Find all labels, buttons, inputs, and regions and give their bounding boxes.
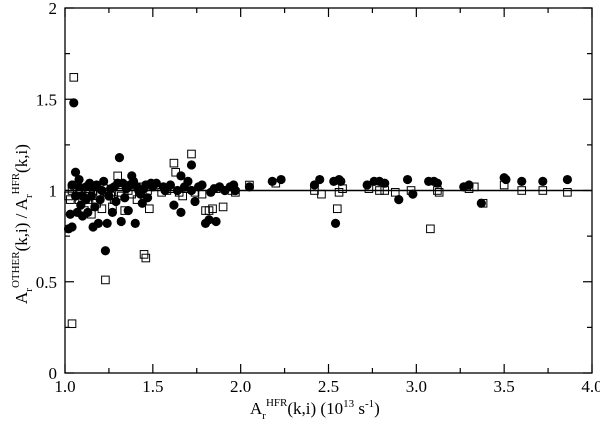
data-point-filled-circle [142, 193, 153, 203]
data-point-filled-circle [380, 178, 390, 188]
data-point-open-square [563, 188, 572, 197]
data-point-filled-circle [197, 180, 207, 190]
y-tick-label: 1 [49, 182, 58, 201]
data-point-open-square [208, 204, 217, 214]
data-point-filled-circle [70, 167, 81, 177]
plot-marks [63, 73, 573, 329]
data-point-open-square [83, 195, 93, 204]
data-point-filled-circle [100, 246, 111, 256]
data-point-open-square [178, 191, 187, 201]
x-tick-label: 2.5 [318, 377, 339, 396]
y-tick-label: 2 [49, 0, 58, 18]
data-point-open-square [145, 204, 154, 214]
data-point-filled-circle [211, 216, 221, 227]
x-tick-label: 3.5 [494, 377, 515, 396]
data-point-open-square [132, 195, 142, 204]
data-point-open-square [113, 171, 123, 181]
data-point-filled-circle [74, 174, 84, 185]
data-point-open-square [231, 188, 240, 197]
data-point-filled-circle [190, 196, 200, 207]
data-point-open-square [364, 184, 374, 193]
y-tick-label: 1.5 [36, 90, 57, 109]
x-axis-title: ArHFR(k,i) (1013 s-1) [250, 397, 380, 422]
data-point-filled-circle [562, 174, 573, 185]
data-point-open-square [157, 188, 166, 197]
data-point-filled-circle [107, 207, 118, 217]
data-point-open-square [426, 224, 435, 234]
data-point-open-square [332, 204, 342, 214]
data-point-open-square [211, 184, 221, 193]
data-point-filled-circle [99, 176, 109, 186]
data-point-open-square [169, 158, 179, 168]
data-point-filled-circle [394, 195, 404, 205]
data-point-open-square [97, 204, 107, 214]
data-point-open-square [108, 202, 117, 212]
data-point-open-square [120, 206, 130, 215]
data-point-filled-circle [336, 176, 346, 186]
data-point-filled-circle [538, 176, 548, 186]
data-point-filled-circle [102, 218, 112, 228]
x-tick-label: 3.0 [406, 377, 427, 396]
data-point-filled-circle [130, 218, 140, 228]
data-point-open-square [190, 188, 200, 197]
data-point-open-square [187, 149, 196, 159]
x-tick-label: 1.0 [54, 377, 75, 396]
y-tick-label: 0 [49, 364, 58, 383]
data-point-filled-circle [169, 200, 179, 210]
data-point-open-square [470, 182, 479, 192]
data-point-open-square [141, 253, 151, 263]
data-point-open-square [434, 188, 444, 197]
data-point-open-square [76, 184, 86, 193]
data-point-filled-circle [116, 216, 126, 227]
data-point-open-square [92, 198, 101, 208]
data-point-open-square [69, 73, 79, 82]
data-point-open-square [390, 188, 400, 197]
data-point-open-square [67, 319, 77, 329]
data-point-open-square [317, 189, 326, 199]
y-tick-label: 0.5 [36, 273, 57, 292]
data-point-open-square [116, 191, 126, 201]
data-point-open-square [109, 195, 119, 204]
data-point-open-square [65, 195, 75, 204]
data-point-open-square [464, 184, 474, 193]
data-point-filled-circle [65, 209, 75, 219]
data-point-filled-circle [114, 153, 125, 163]
data-point-filled-circle [330, 218, 341, 228]
data-point-filled-circle [517, 176, 527, 186]
data-point-filled-circle [183, 176, 193, 186]
data-point-open-square [80, 206, 89, 215]
data-point-filled-circle [151, 178, 161, 188]
data-point-open-square [499, 180, 509, 190]
x-tick-label: 2.0 [230, 377, 251, 396]
data-point-open-square [87, 209, 96, 219]
data-point-filled-circle [276, 174, 286, 185]
data-point-filled-circle [176, 207, 186, 217]
data-point-filled-circle [186, 160, 197, 170]
data-point-filled-circle [69, 98, 79, 108]
data-point-open-square [338, 184, 347, 193]
x-tick-label: 1.5 [142, 377, 163, 396]
data-point-filled-circle [176, 171, 186, 181]
data-point-open-square [245, 180, 254, 190]
data-point-open-square [197, 189, 207, 199]
x-tick-label: 4.0 [581, 377, 600, 396]
data-point-open-square [478, 198, 488, 208]
data-point-open-square [218, 202, 228, 212]
data-point-filled-circle [93, 218, 103, 228]
data-point-filled-circle [402, 174, 413, 185]
y-axis-title: ArOTHER(k,i) / ArHFR(k,i) [10, 144, 35, 304]
data-point-filled-circle [432, 178, 443, 188]
data-point-open-square [137, 188, 147, 197]
axes [64, 7, 593, 374]
data-point-filled-circle [315, 174, 325, 185]
data-point-open-square [271, 178, 281, 188]
data-point-open-square [166, 184, 175, 193]
tick-labels: 1.0 1.5 2.0 2.5 3.0 3.5 4.0 0 0.5 1 1.5 2 [36, 0, 600, 396]
data-point-open-square [181, 184, 191, 193]
data-point-open-square [101, 275, 110, 285]
data-point-filled-circle [204, 215, 214, 225]
data-point-open-square [171, 167, 180, 177]
data-point-filled-circle [67, 222, 77, 232]
